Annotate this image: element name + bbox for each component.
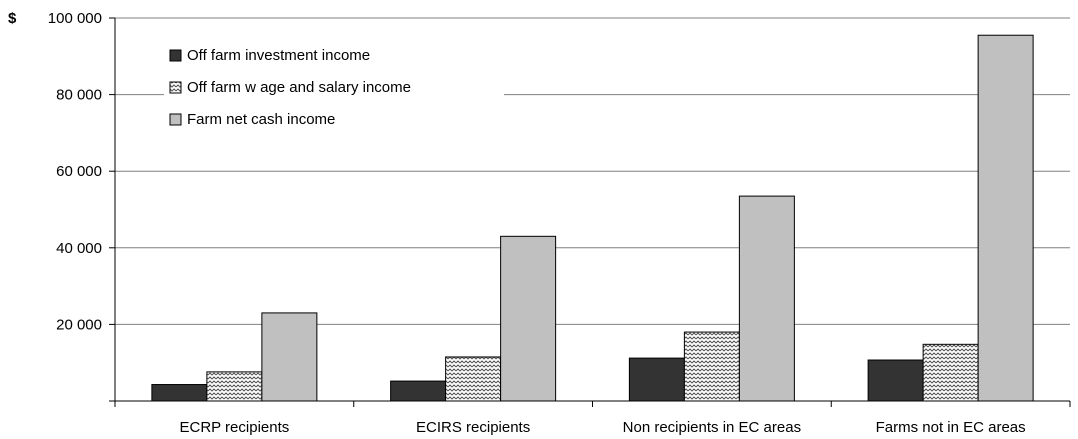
category-label: Farms not in EC areas: [876, 419, 1026, 436]
legend-background: [164, 40, 504, 143]
y-tick-label: 100 000: [48, 10, 102, 27]
legend-label: Off farm investment income: [187, 47, 370, 64]
bar: [206, 371, 263, 402]
bar: [151, 384, 208, 402]
bar: [628, 357, 685, 402]
category-label: Non recipients in EC areas: [623, 419, 801, 436]
legend: Off farm investment income Off farm w age…: [164, 40, 504, 143]
category-labels: ECRP recipients ECIRS recipients Non recip…: [179, 419, 1025, 436]
bar: [261, 312, 318, 402]
category-label: ECRP recipients: [179, 419, 289, 436]
y-axis-label: $: [8, 10, 17, 27]
legend-swatch: [169, 81, 182, 94]
bar: [922, 343, 979, 402]
y-tick-label: 80 000: [56, 87, 102, 104]
y-tick-labels: 20 000 40 000 60 000 80 000 100 000: [48, 10, 115, 402]
bar: [683, 331, 740, 402]
y-tick-label: 40 000: [56, 240, 102, 257]
bar: [738, 195, 795, 402]
bar: [977, 34, 1034, 402]
category-label: ECIRS recipients: [416, 419, 530, 436]
axes: [114, 18, 1071, 407]
bar: [445, 356, 502, 402]
legend-swatch: [169, 49, 182, 62]
legend-label: Farm net cash income: [187, 111, 335, 128]
y-tick-label: 60 000: [56, 163, 102, 180]
legend-label: Off farm w age and salary income: [187, 79, 411, 96]
y-tick-label: 20 000: [56, 316, 102, 333]
bar: [867, 359, 924, 402]
bar: [390, 380, 447, 402]
legend-swatch: [169, 113, 182, 126]
bar: [500, 235, 557, 402]
